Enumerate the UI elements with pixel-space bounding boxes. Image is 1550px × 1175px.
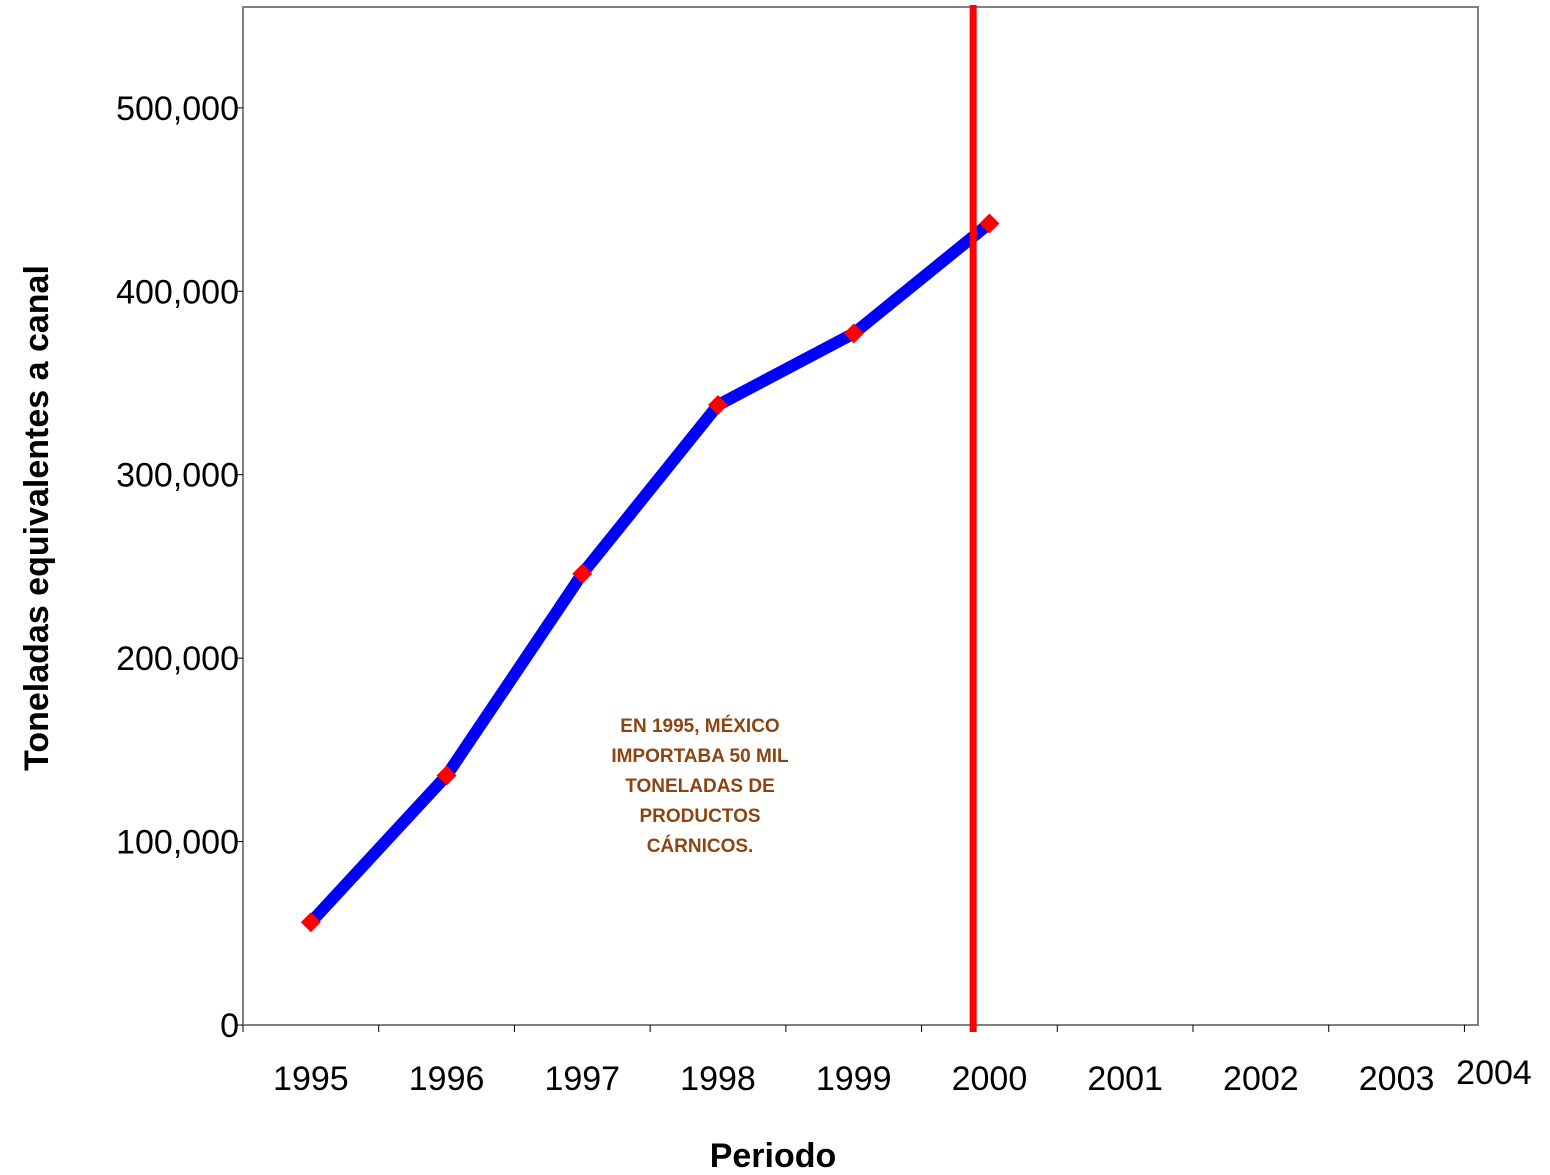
data-point-marker <box>436 765 457 786</box>
annotation-line: TONELADAS DE <box>625 776 775 797</box>
x-tick-label: 1995 <box>273 1060 349 1098</box>
x-tick-label: 2001 <box>1087 1060 1163 1098</box>
marker-layer <box>300 213 1000 933</box>
data-point-marker <box>300 912 321 933</box>
data-point-marker <box>572 563 593 584</box>
data-point-marker <box>708 395 728 416</box>
x-tick-label: 2000 <box>952 1060 1028 1098</box>
x-tick-label: 1999 <box>816 1060 892 1098</box>
y-tick-label: 100,000 <box>116 824 239 862</box>
annotation-line: EN 1995, MÉXICO <box>620 715 779 737</box>
data-point-marker <box>979 213 1000 234</box>
y-tick-label: 300,000 <box>116 457 239 495</box>
x-tick-label: 2004 <box>1456 1054 1532 1092</box>
data-point-marker <box>843 323 864 344</box>
x-tick-label: 1996 <box>409 1060 485 1098</box>
annotation-line: IMPORTABA 50 MIL <box>611 746 789 767</box>
plot-area <box>242 6 1479 1026</box>
series-line <box>304 217 996 929</box>
y-tick-label: 500,000 <box>116 90 239 128</box>
annotation-text: EN 1995, MÉXICO IMPORTABA 50 MIL TONELADAS… <box>611 715 789 857</box>
x-tick-label: 1997 <box>544 1060 620 1098</box>
x-axis-title: Periodo <box>710 1137 837 1175</box>
y-axis-title: Toneladas equivalentes a canal <box>18 265 56 771</box>
y-tick-label: 0 <box>220 1007 239 1045</box>
y-tick-label: 400,000 <box>116 273 239 311</box>
annotation-line: PRODUCTOS <box>639 806 760 827</box>
x-tick-label: 2003 <box>1359 1060 1435 1098</box>
annotation-line: CÁRNICOS. <box>647 835 754 857</box>
x-tick-label: 2002 <box>1223 1060 1299 1098</box>
series-layer <box>304 217 996 929</box>
x-axis: 1995 1996 1997 1998 1999 2000 2001 2002 2003 2004 <box>242 1025 1532 1098</box>
x-tick-label: 1998 <box>680 1060 756 1098</box>
y-axis: 0 100,000 200,000 300,000 400,000 500,000 <box>116 90 243 1045</box>
y-tick-label: 200,000 <box>116 640 239 678</box>
